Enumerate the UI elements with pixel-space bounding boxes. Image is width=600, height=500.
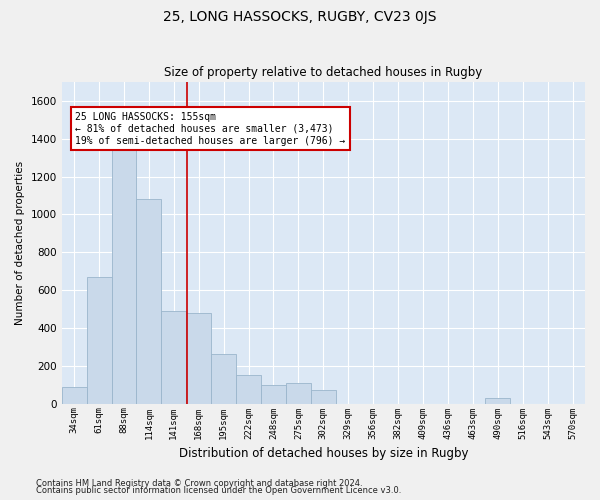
Text: 25 LONG HASSOCKS: 155sqm
← 81% of detached houses are smaller (3,473)
19% of sem: 25 LONG HASSOCKS: 155sqm ← 81% of detach… [76, 112, 346, 146]
Bar [261, 384, 286, 404]
X-axis label: Distribution of detached houses by size in Rugby: Distribution of detached houses by size … [179, 447, 468, 460]
Bar [485, 398, 510, 404]
Text: Contains public sector information licensed under the Open Government Licence v3: Contains public sector information licen… [36, 486, 401, 495]
Bar [136, 200, 161, 404]
Title: Size of property relative to detached houses in Rugby: Size of property relative to detached ho… [164, 66, 482, 80]
Text: 25, LONG HASSOCKS, RUGBY, CV23 0JS: 25, LONG HASSOCKS, RUGBY, CV23 0JS [163, 10, 437, 24]
Bar [62, 386, 86, 404]
Bar [112, 148, 136, 404]
Bar [311, 390, 336, 404]
Bar [236, 376, 261, 404]
Bar [86, 277, 112, 404]
Bar [211, 354, 236, 404]
Bar [186, 313, 211, 404]
Bar [286, 383, 311, 404]
Text: Contains HM Land Registry data © Crown copyright and database right 2024.: Contains HM Land Registry data © Crown c… [36, 478, 362, 488]
Y-axis label: Number of detached properties: Number of detached properties [15, 161, 25, 325]
Bar [161, 311, 186, 404]
